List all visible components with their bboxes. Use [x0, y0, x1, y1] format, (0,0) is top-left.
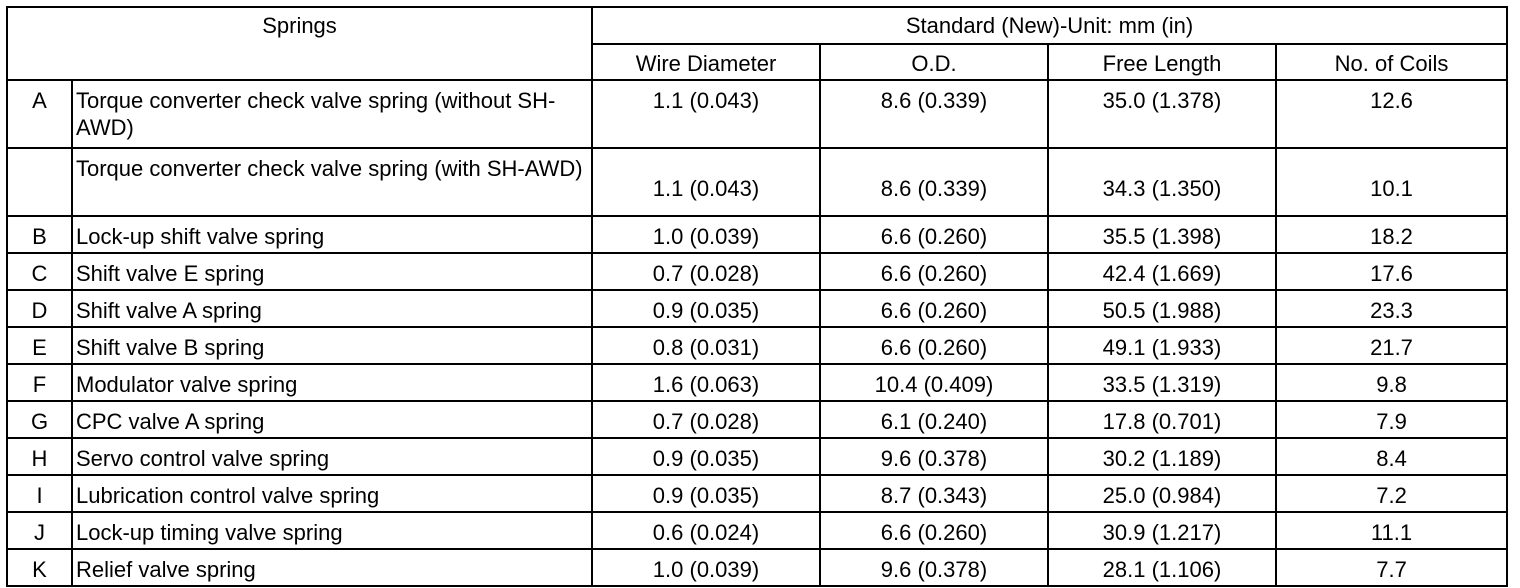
free-length-value: 42.4 (1.669): [1047, 252, 1277, 291]
spring-specifications-table: Springs Standard (New)-Unit: mm (in) Wir…: [6, 6, 1509, 587]
wire-diameter-value: 0.9 (0.035): [591, 289, 821, 328]
table-row: J Lock-up timing valve spring 0.6 (0.024…: [6, 511, 1509, 550]
coils-value: 8.4: [1274, 437, 1509, 476]
spring-letter: E: [6, 326, 73, 365]
spring-letter: J: [6, 511, 73, 550]
wire-diameter-value: 0.9 (0.035): [591, 437, 821, 476]
coils-value: 10.1: [1274, 147, 1509, 217]
od-value: 8.6 (0.339): [819, 147, 1049, 217]
spring-letter: C: [6, 252, 73, 291]
table-row: K Relief valve spring 1.0 (0.039) 9.6 (0…: [6, 548, 1509, 587]
spring-name: Lock-up timing valve spring: [71, 511, 593, 550]
wire-diameter-value: 0.6 (0.024): [591, 511, 821, 550]
coils-value: 12.6: [1274, 79, 1509, 149]
spring-name: Lock-up shift valve spring: [71, 215, 593, 254]
spring-spec-sheet: Springs Standard (New)-Unit: mm (in) Wir…: [6, 6, 1509, 587]
spring-letter: D: [6, 289, 73, 328]
od-value: 8.6 (0.339): [819, 79, 1049, 149]
spring-name: Shift valve B spring: [71, 326, 593, 365]
wire-diameter-value: 1.0 (0.039): [591, 215, 821, 254]
od-value: 9.6 (0.378): [819, 548, 1049, 587]
free-length-value: 28.1 (1.106): [1047, 548, 1277, 587]
header-row-2: Wire Diameter O.D. Free Length No. of Co…: [7, 43, 1509, 81]
od-value: 6.6 (0.260): [819, 215, 1049, 254]
od-value: 10.4 (0.409): [819, 363, 1049, 402]
spring-letter: B: [6, 215, 73, 254]
table-row: C Shift valve E spring 0.7 (0.028) 6.6 (…: [6, 252, 1509, 291]
standard-header: Standard (New)-Unit: mm (in): [590, 6, 1509, 45]
spring-letter: A: [6, 79, 73, 149]
free-length-value: 30.2 (1.189): [1047, 437, 1277, 476]
free-length-value: 50.5 (1.988): [1047, 289, 1277, 328]
coils-value: 17.6: [1274, 252, 1509, 291]
spring-letter: K: [6, 548, 73, 587]
free-length-header: Free Length: [1047, 43, 1277, 81]
wire-diameter-value: 1.6 (0.063): [591, 363, 821, 402]
od-value: 6.6 (0.260): [819, 252, 1049, 291]
free-length-value: 34.3 (1.350): [1047, 147, 1277, 217]
wire-diameter-value: 1.0 (0.039): [591, 548, 821, 587]
free-length-value: 25.0 (0.984): [1047, 474, 1277, 513]
no-of-coils-header: No. of Coils: [1274, 43, 1509, 81]
od-value: 6.6 (0.260): [819, 289, 1049, 328]
wire-diameter-value: 1.1 (0.043): [591, 79, 821, 149]
spring-letter: F: [6, 363, 73, 402]
springs-header: Springs: [6, 6, 593, 81]
spring-name: Relief valve spring: [71, 548, 593, 587]
free-length-value: 30.9 (1.217): [1047, 511, 1277, 550]
od-value: 8.7 (0.343): [819, 474, 1049, 513]
spring-name: Shift valve A spring: [71, 289, 593, 328]
spring-name: Lubrication control valve spring: [71, 474, 593, 513]
free-length-value: 49.1 (1.933): [1047, 326, 1277, 365]
coils-value: 7.9: [1274, 400, 1509, 439]
od-value: 6.6 (0.260): [819, 326, 1049, 365]
spring-name: Modulator valve spring: [71, 363, 593, 402]
wire-diameter-value: 0.8 (0.031): [591, 326, 821, 365]
od-value: 9.6 (0.378): [819, 437, 1049, 476]
spring-letter: H: [6, 437, 73, 476]
table-row: B Lock-up shift valve spring 1.0 (0.039)…: [6, 215, 1509, 254]
spring-name: Torque converter check valve spring (wit…: [71, 147, 593, 217]
header-row-1: Springs Standard (New)-Unit: mm (in): [6, 6, 1509, 81]
table-row: G CPC valve A spring 0.7 (0.028) 6.1 (0.…: [6, 400, 1509, 439]
table-row: I Lubrication control valve spring 0.9 (…: [6, 474, 1509, 513]
table-row: H Servo control valve spring 0.9 (0.035)…: [6, 437, 1509, 476]
spring-name: Torque converter check valve spring (wit…: [71, 79, 593, 149]
free-length-value: 33.5 (1.319): [1047, 363, 1277, 402]
coils-value: 7.2: [1274, 474, 1509, 513]
spring-letter: [6, 147, 73, 217]
wire-diameter-value: 0.9 (0.035): [591, 474, 821, 513]
wire-diameter-value: 1.1 (0.043): [591, 147, 821, 217]
coils-value: 9.8: [1274, 363, 1509, 402]
spring-name: Shift valve E spring: [71, 252, 593, 291]
spring-letter: G: [6, 400, 73, 439]
coils-value: 18.2: [1274, 215, 1509, 254]
table-row: F Modulator valve spring 1.6 (0.063) 10.…: [6, 363, 1509, 402]
table-row: Torque converter check valve spring (wit…: [6, 147, 1509, 217]
free-length-value: 35.5 (1.398): [1047, 215, 1277, 254]
od-value: 6.6 (0.260): [819, 511, 1049, 550]
table-row: D Shift valve A spring 0.9 (0.035) 6.6 (…: [6, 289, 1509, 328]
coils-value: 11.1: [1274, 511, 1509, 550]
wire-diameter-header: Wire Diameter: [591, 43, 821, 81]
coils-value: 21.7: [1274, 326, 1509, 365]
free-length-value: 17.8 (0.701): [1047, 400, 1277, 439]
coils-value: 23.3: [1274, 289, 1509, 328]
wire-diameter-value: 0.7 (0.028): [591, 252, 821, 291]
wire-diameter-value: 0.7 (0.028): [591, 400, 821, 439]
coils-value: 7.7: [1274, 548, 1509, 587]
spring-name: Servo control valve spring: [71, 437, 593, 476]
od-value: 6.1 (0.240): [819, 400, 1049, 439]
table-row: E Shift valve B spring 0.8 (0.031) 6.6 (…: [6, 326, 1509, 365]
table-row: A Torque converter check valve spring (w…: [6, 79, 1509, 149]
free-length-value: 35.0 (1.378): [1047, 79, 1277, 149]
spring-name: CPC valve A spring: [71, 400, 593, 439]
od-header: O.D.: [819, 43, 1049, 81]
spring-letter: I: [6, 474, 73, 513]
